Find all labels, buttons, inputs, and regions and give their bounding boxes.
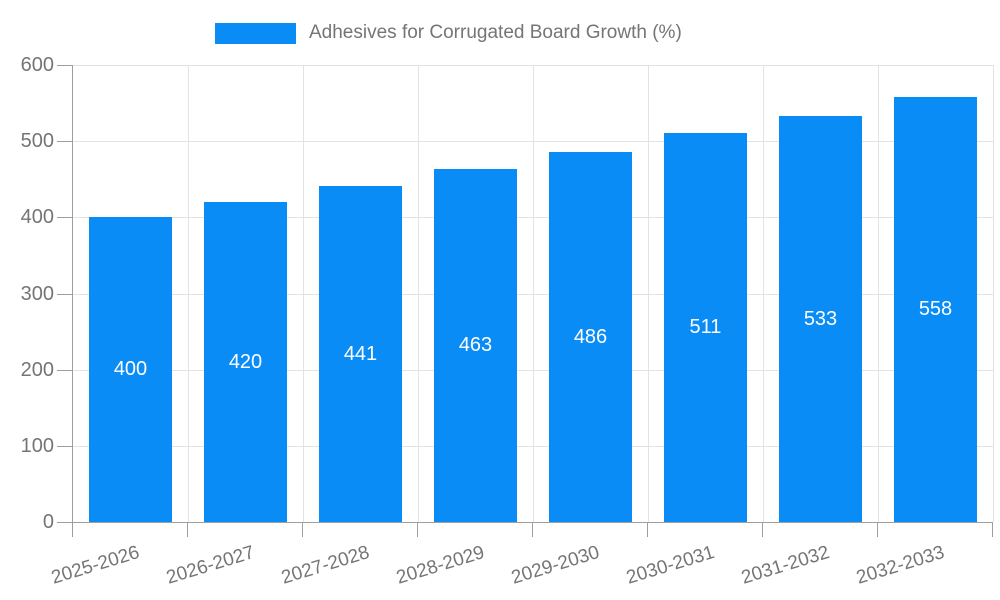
legend-label: Adhesives for Corrugated Board Growth (%… [309, 22, 682, 43]
y-axis-tick [57, 217, 72, 218]
vertical-gridline [648, 65, 649, 522]
vertical-gridline [763, 65, 764, 522]
bar: 558 [894, 97, 977, 522]
vertical-gridline [533, 65, 534, 522]
bar: 420 [204, 202, 287, 522]
bar: 400 [89, 217, 172, 522]
x-tick-label: 2025-2026 [48, 542, 142, 589]
vertical-gridline [993, 65, 994, 522]
x-axis-tick [647, 523, 648, 537]
y-axis-tick [57, 522, 72, 523]
x-axis-tick [187, 523, 188, 537]
y-tick-label: 0 [42, 511, 54, 533]
x-axis-tick [532, 523, 533, 537]
y-tick-label: 200 [20, 359, 54, 381]
bar-value-label: 511 [689, 316, 722, 338]
bar-value-label: 400 [113, 358, 148, 380]
x-tick-label: 2030-2031 [623, 542, 717, 589]
x-axis-tick [992, 523, 993, 537]
x-tick-label: 2029-2030 [508, 542, 602, 589]
vertical-gridline [303, 65, 304, 522]
bar-value-label: 486 [573, 325, 608, 348]
bar-value-label: 558 [918, 298, 953, 320]
legend: Adhesives for Corrugated Board Growth (%… [215, 22, 682, 44]
y-axis-tick [57, 370, 72, 371]
bar-value-label: 441 [343, 342, 378, 365]
x-tick-label: 2027-2028 [278, 542, 372, 589]
bar: 511 [664, 133, 747, 522]
y-axis-line [72, 65, 73, 523]
vertical-gridline [878, 65, 879, 522]
x-axis-tick [762, 523, 763, 537]
x-axis-tick [72, 523, 73, 537]
vertical-gridline [188, 65, 189, 522]
bar: 463 [434, 169, 517, 522]
x-tick-label: 2032-2033 [853, 542, 947, 589]
y-axis-tick [57, 294, 72, 295]
legend-swatch [215, 22, 296, 44]
y-axis-tick [57, 446, 72, 447]
y-tick-label: 300 [20, 283, 54, 305]
y-axis-tick [57, 65, 72, 66]
bar: 486 [549, 152, 632, 522]
y-tick-label: 600 [20, 54, 54, 76]
x-axis-tick [877, 523, 878, 537]
bar: 533 [779, 116, 862, 522]
bar: 441 [319, 186, 402, 522]
y-axis-tick [57, 141, 72, 142]
x-tick-label: 2026-2027 [163, 542, 257, 589]
bar-value-label: 463 [458, 334, 493, 356]
bar-value-label: 533 [803, 307, 838, 330]
x-axis-tick [302, 523, 303, 537]
x-axis-tick [417, 523, 418, 537]
y-tick-label: 500 [20, 130, 54, 152]
bar-value-label: 420 [228, 350, 263, 373]
y-tick-label: 400 [20, 206, 54, 228]
x-axis-line [72, 522, 993, 523]
vertical-gridline [418, 65, 419, 522]
x-tick-label: 2028-2029 [393, 542, 487, 589]
x-tick-label: 2031-2032 [738, 542, 832, 589]
y-tick-label: 100 [20, 435, 54, 457]
